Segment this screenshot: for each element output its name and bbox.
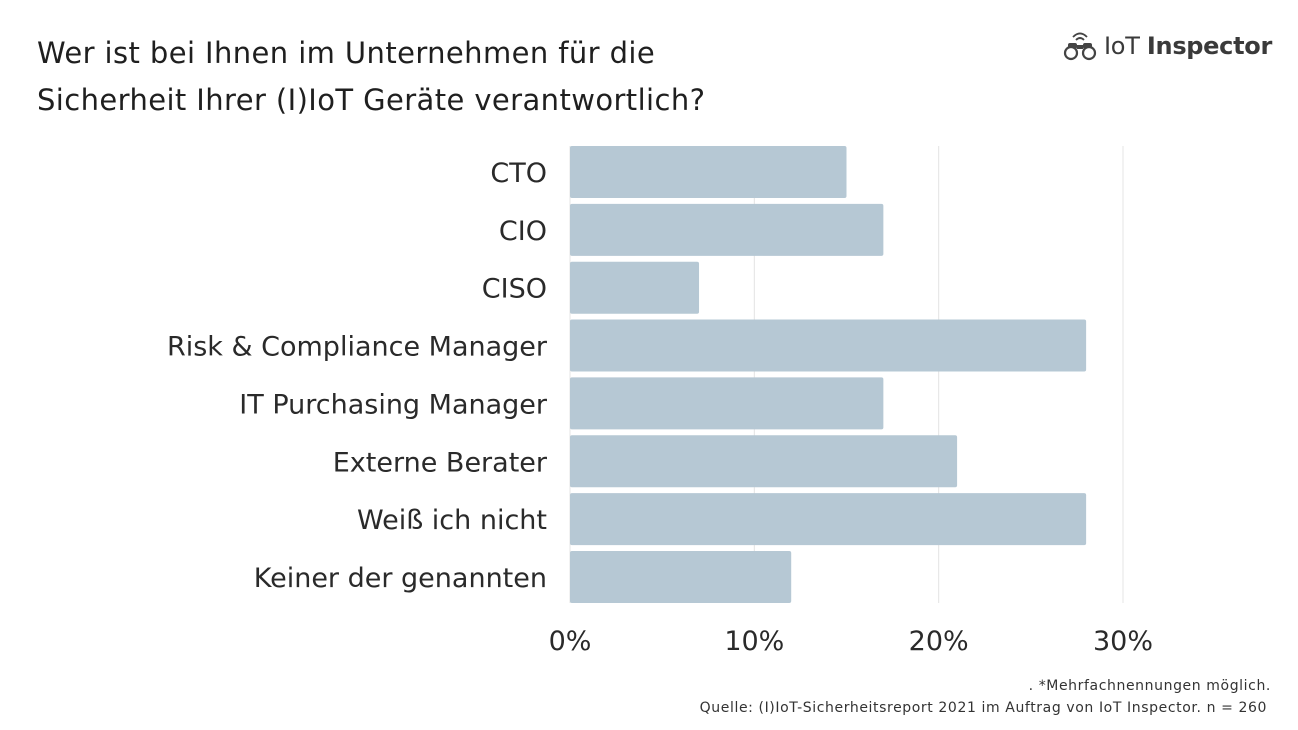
x-tick-label: 10% <box>724 626 784 657</box>
chart-title-line-2: Sicherheit Ihrer (I)IoT Geräte verantwor… <box>37 83 706 117</box>
chart-title: Wer ist bei Ihnen im Unternehmen für die… <box>37 30 937 124</box>
footnote: . *Mehrfachnennungen möglich. <box>1028 678 1271 694</box>
bar <box>570 319 1087 372</box>
logo-text: IoT Inspector <box>1104 32 1272 60</box>
category-label: Weiß ich nicht <box>357 505 547 536</box>
bar <box>570 550 792 603</box>
category-label: CISO <box>482 274 547 305</box>
logo-text-light: IoT <box>1104 32 1140 60</box>
bar <box>570 435 958 488</box>
bar <box>570 377 884 430</box>
category-label: CIO <box>499 216 547 247</box>
category-label: CTO <box>490 158 547 189</box>
category-label: Keiner der genannten <box>254 563 547 594</box>
iot-inspector-logo: IoT Inspector <box>1062 28 1272 64</box>
x-tick-label: 30% <box>1093 626 1153 657</box>
category-label: IT Purchasing Manager <box>239 389 548 420</box>
bar <box>570 146 847 198</box>
x-tick-label: 0% <box>549 626 592 657</box>
source-note: Quelle: (I)IoT-Sicherheitsreport 2021 im… <box>699 700 1267 716</box>
bar <box>570 203 884 256</box>
chart-title-line-1: Wer ist bei Ihnen im Unternehmen für die <box>37 36 656 70</box>
category-label: Risk & Compliance Manager <box>167 332 548 363</box>
bar <box>570 493 1087 546</box>
category-label: Externe Berater <box>333 447 548 478</box>
bar <box>570 261 700 314</box>
logo-text-bold: Inspector <box>1146 32 1272 60</box>
binoculars-icon <box>1063 32 1097 61</box>
x-tick-label: 20% <box>909 626 969 657</box>
